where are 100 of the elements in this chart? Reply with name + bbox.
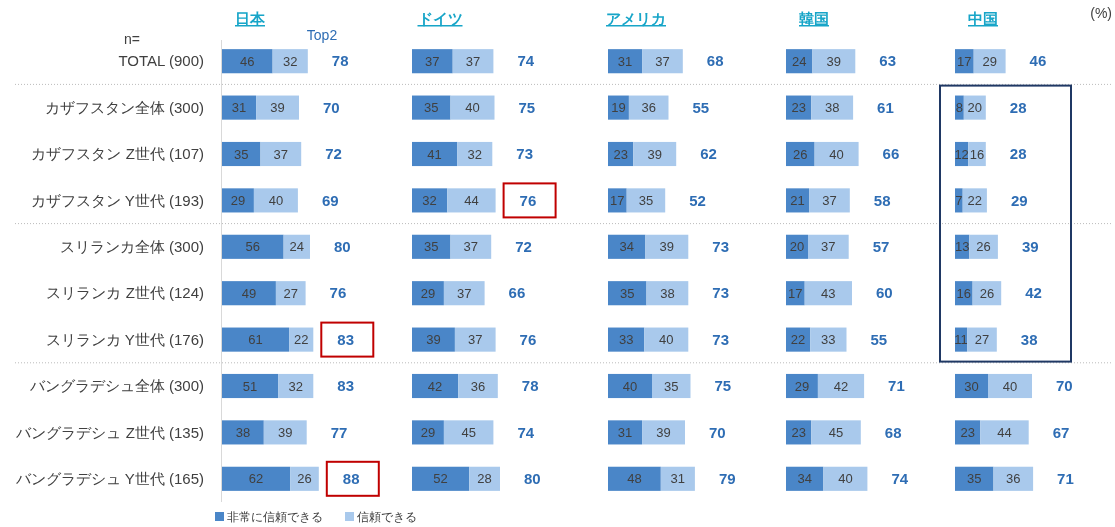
data-label: 36 — [1006, 471, 1021, 487]
total-label: 55 — [692, 98, 710, 116]
bar — [222, 49, 273, 74]
total-label: 75 — [518, 98, 536, 116]
data-label: 29 — [420, 285, 436, 301]
total-label: 80 — [334, 238, 351, 256]
data-label: 19 — [611, 100, 626, 116]
total-label: 83 — [337, 377, 354, 395]
data-label: 37 — [468, 332, 483, 348]
data-label: 40 — [622, 378, 638, 394]
total-label: 42 — [1025, 284, 1042, 302]
bar — [222, 234, 284, 259]
data-label: 32 — [422, 192, 437, 208]
bar — [955, 466, 994, 491]
bar — [222, 327, 290, 352]
bar — [263, 420, 307, 445]
data-label: 42 — [833, 378, 849, 394]
chart-title: 韓国 — [799, 10, 829, 27]
data-label: 61 — [248, 332, 263, 348]
y-tick-label: スリランカ全体 (300) — [59, 238, 204, 256]
bar — [412, 234, 451, 259]
chart-title: 日本 — [235, 10, 266, 27]
data-label: 35 — [967, 471, 982, 487]
y-tick-label: カザフスタン Z世代 (107) — [31, 145, 204, 163]
data-label: 22 — [293, 332, 309, 348]
bar — [811, 420, 861, 445]
data-label: 49 — [241, 285, 257, 301]
data-label: 37 — [457, 285, 472, 301]
bar — [608, 373, 652, 399]
data-label: 40 — [838, 471, 853, 487]
data-label: 24 — [289, 239, 305, 255]
bar — [608, 281, 647, 306]
bar — [458, 373, 498, 399]
data-label: 37 — [273, 146, 289, 162]
total-label: 83 — [337, 330, 354, 348]
total-label: 69 — [321, 191, 339, 209]
data-label: 7 — [955, 192, 963, 208]
bar — [809, 188, 850, 213]
data-label: 24 — [791, 53, 807, 69]
data-label: 20 — [967, 100, 983, 116]
legend-label: 非常に信頼できる — [227, 510, 323, 525]
total-label: 73 — [712, 330, 729, 348]
total-label: 39 — [1021, 238, 1039, 256]
total-label: 46 — [1029, 52, 1047, 70]
total-label: 71 — [1057, 470, 1074, 488]
bar — [980, 420, 1029, 445]
data-label: 48 — [627, 471, 642, 487]
data-label: 31 — [617, 53, 633, 69]
data-label: 23 — [960, 424, 975, 440]
total-label: 68 — [706, 52, 724, 70]
data-label: 40 — [659, 332, 674, 348]
chart-title: ドイツ — [417, 10, 463, 27]
total-label: 63 — [879, 52, 896, 70]
data-label: 31 — [231, 100, 247, 116]
total-label: 38 — [1020, 330, 1038, 348]
y-tick-label: カザフスタン Y世代 (193) — [30, 191, 204, 209]
total-label: 58 — [873, 191, 891, 209]
data-label: 28 — [477, 471, 492, 487]
data-label: 38 — [660, 285, 675, 301]
bar — [454, 327, 496, 352]
data-label: 27 — [283, 285, 298, 301]
bar — [645, 234, 689, 259]
text: n= — [124, 31, 140, 47]
text: (%) — [1090, 5, 1112, 21]
data-label: 45 — [461, 424, 476, 440]
bar — [412, 327, 455, 352]
chart-title: 中国 — [968, 10, 998, 27]
data-label: 52 — [433, 471, 448, 487]
data-label: 34 — [619, 239, 634, 255]
data-label: 51 — [242, 378, 258, 394]
total-label: 76 — [519, 191, 537, 209]
data-label: 35 — [234, 146, 249, 162]
data-label: 30 — [964, 378, 979, 394]
data-label: 34 — [797, 471, 812, 487]
total-label: 66 — [508, 284, 526, 302]
bar — [256, 95, 299, 120]
y-tick-label: スリランカ Z世代 (124) — [46, 284, 204, 302]
data-label: 38 — [235, 424, 251, 440]
data-label: 37 — [463, 239, 479, 255]
data-label: 39 — [278, 424, 293, 440]
bar — [608, 49, 643, 74]
data-label: 37 — [822, 192, 837, 208]
bar — [450, 234, 492, 259]
data-label: 32 — [288, 378, 303, 394]
bar — [222, 373, 279, 399]
bar — [608, 466, 661, 491]
data-label: 41 — [427, 146, 442, 162]
total-label: 66 — [882, 145, 900, 163]
total-label: 61 — [877, 98, 894, 116]
data-label: 29 — [794, 378, 810, 394]
total-label: 70 — [1056, 377, 1073, 395]
bar — [786, 281, 805, 306]
data-label: 16 — [956, 285, 972, 301]
total-label: 29 — [1010, 191, 1028, 209]
data-label: 21 — [790, 192, 805, 208]
bar — [608, 188, 627, 213]
data-label: 26 — [793, 146, 808, 162]
data-label: 43 — [821, 285, 836, 301]
data-label: 13 — [954, 239, 970, 255]
total-label: 76 — [519, 330, 537, 348]
